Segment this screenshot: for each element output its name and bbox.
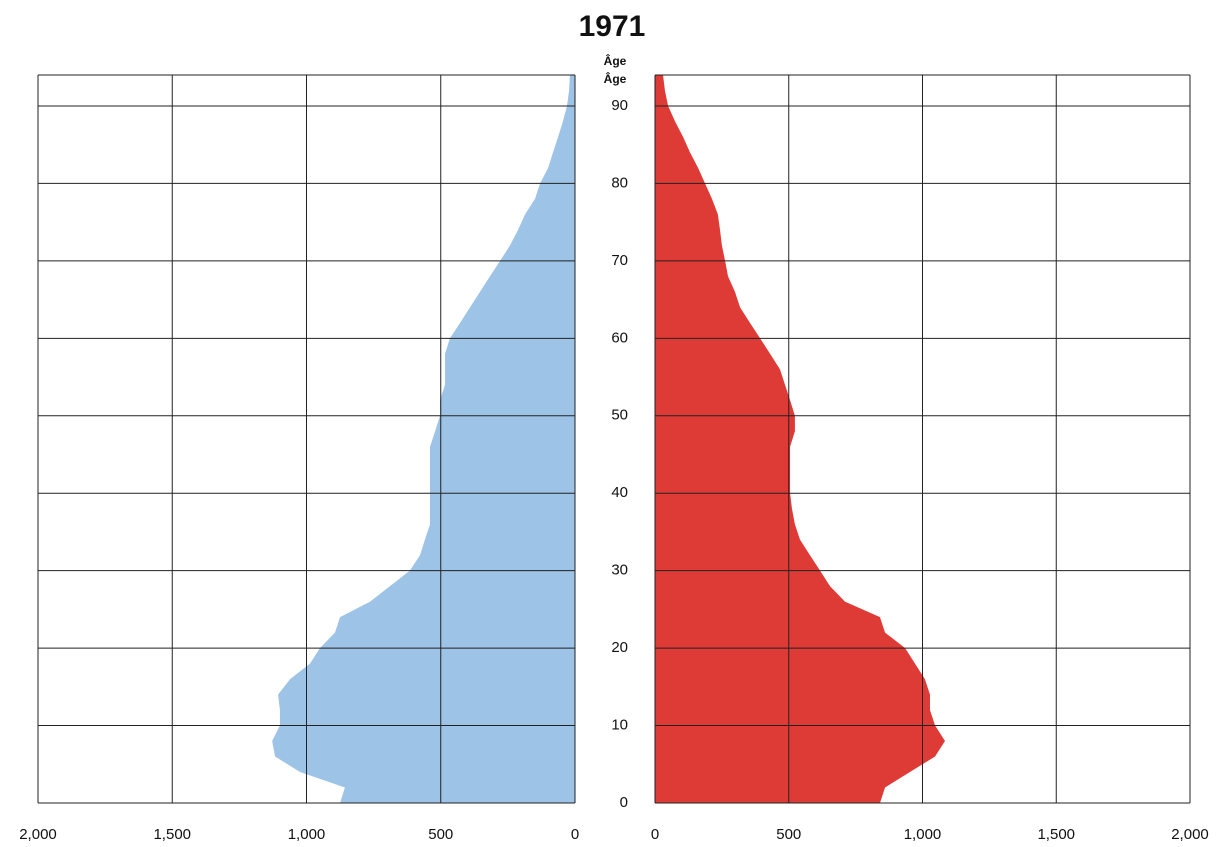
y-tick-label: 80	[611, 174, 628, 191]
population-area	[272, 75, 575, 803]
y-tick-label: 30	[611, 562, 628, 579]
y-axis-label: Âge	[604, 71, 627, 86]
y-tick-label: 50	[611, 407, 628, 424]
x-tick-label: 1,500	[153, 826, 191, 843]
y-tick-label: 70	[611, 252, 628, 269]
x-tick-label: 1,500	[1037, 826, 1075, 843]
y-axis-label: Âge	[604, 53, 627, 68]
y-tick-label: 40	[611, 484, 628, 501]
y-tick-label: 90	[611, 97, 628, 114]
x-tick-label: 2,000	[19, 826, 57, 843]
x-tick-label: 1,000	[904, 826, 942, 843]
x-tick-label: 2,000	[1171, 826, 1209, 843]
x-tick-label: 0	[571, 826, 579, 843]
y-tick-label: 0	[620, 794, 628, 811]
x-tick-label: 500	[428, 826, 453, 843]
x-tick-label: 0	[651, 826, 659, 843]
population-area	[655, 75, 945, 803]
chart-title: 1971	[579, 10, 646, 43]
y-tick-label: 60	[611, 329, 628, 346]
y-tick-label: 20	[611, 639, 628, 656]
y-tick-label: 10	[611, 717, 628, 734]
x-tick-label: 500	[776, 826, 801, 843]
x-tick-label: 1,000	[288, 826, 326, 843]
